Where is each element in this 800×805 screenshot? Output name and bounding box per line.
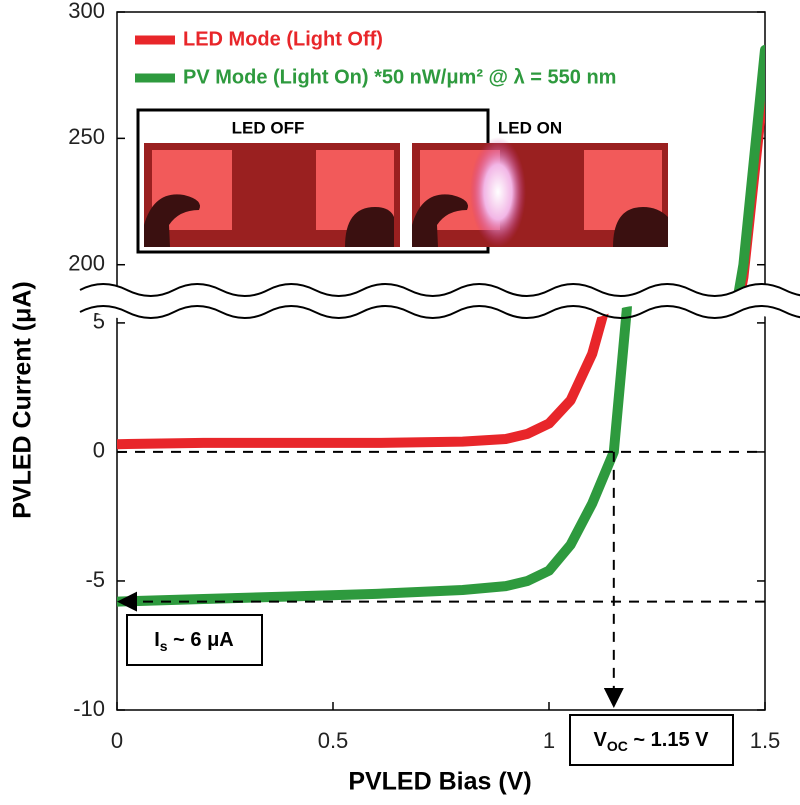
x-tick-label: 1	[543, 728, 555, 753]
inset-label: LED OFF	[232, 118, 305, 137]
annotation-text: VOC ~ 1.15 V	[594, 729, 710, 753]
y-tick-label: 300	[68, 0, 105, 23]
axis-break-line	[79, 283, 800, 297]
series-line	[117, 300, 611, 450]
x-tick-label: 0	[111, 728, 123, 753]
y-tick-label: -10	[73, 696, 105, 721]
y-tick-label: 250	[68, 124, 105, 149]
axis-break-line	[79, 305, 800, 319]
plot-data	[117, 44, 765, 708]
y-axis-label: PVLED Current (μA)	[9, 281, 37, 519]
axis-break	[80, 284, 800, 318]
x-axis-label: PVLED Bias (V)	[348, 768, 531, 796]
annotation-text: Is ~ 6 μA	[154, 629, 234, 653]
inset-label: LED ON	[498, 118, 562, 137]
legend: LED Mode (Light Off) PV Mode (Light On) *…	[135, 28, 616, 88]
y-tick-label: 200	[68, 251, 105, 276]
annotation: VOC ~ 1.15 V	[569, 714, 734, 766]
y-tick-label: -5	[85, 567, 105, 592]
x-tick-label: 0.5	[318, 728, 349, 753]
series-line	[117, 300, 633, 607]
y-tick-label: 0	[93, 438, 105, 463]
legend-label: LED Mode (Light Off)	[183, 28, 383, 50]
x-tick-label: 1.5	[750, 728, 781, 753]
legend-label: PV Mode (Light On) *50 nW/μm² @ λ = 550 …	[183, 66, 616, 88]
inset-photo: LED OFF LED ON	[136, 108, 668, 254]
annotation: Is ~ 6 μA	[126, 614, 263, 666]
